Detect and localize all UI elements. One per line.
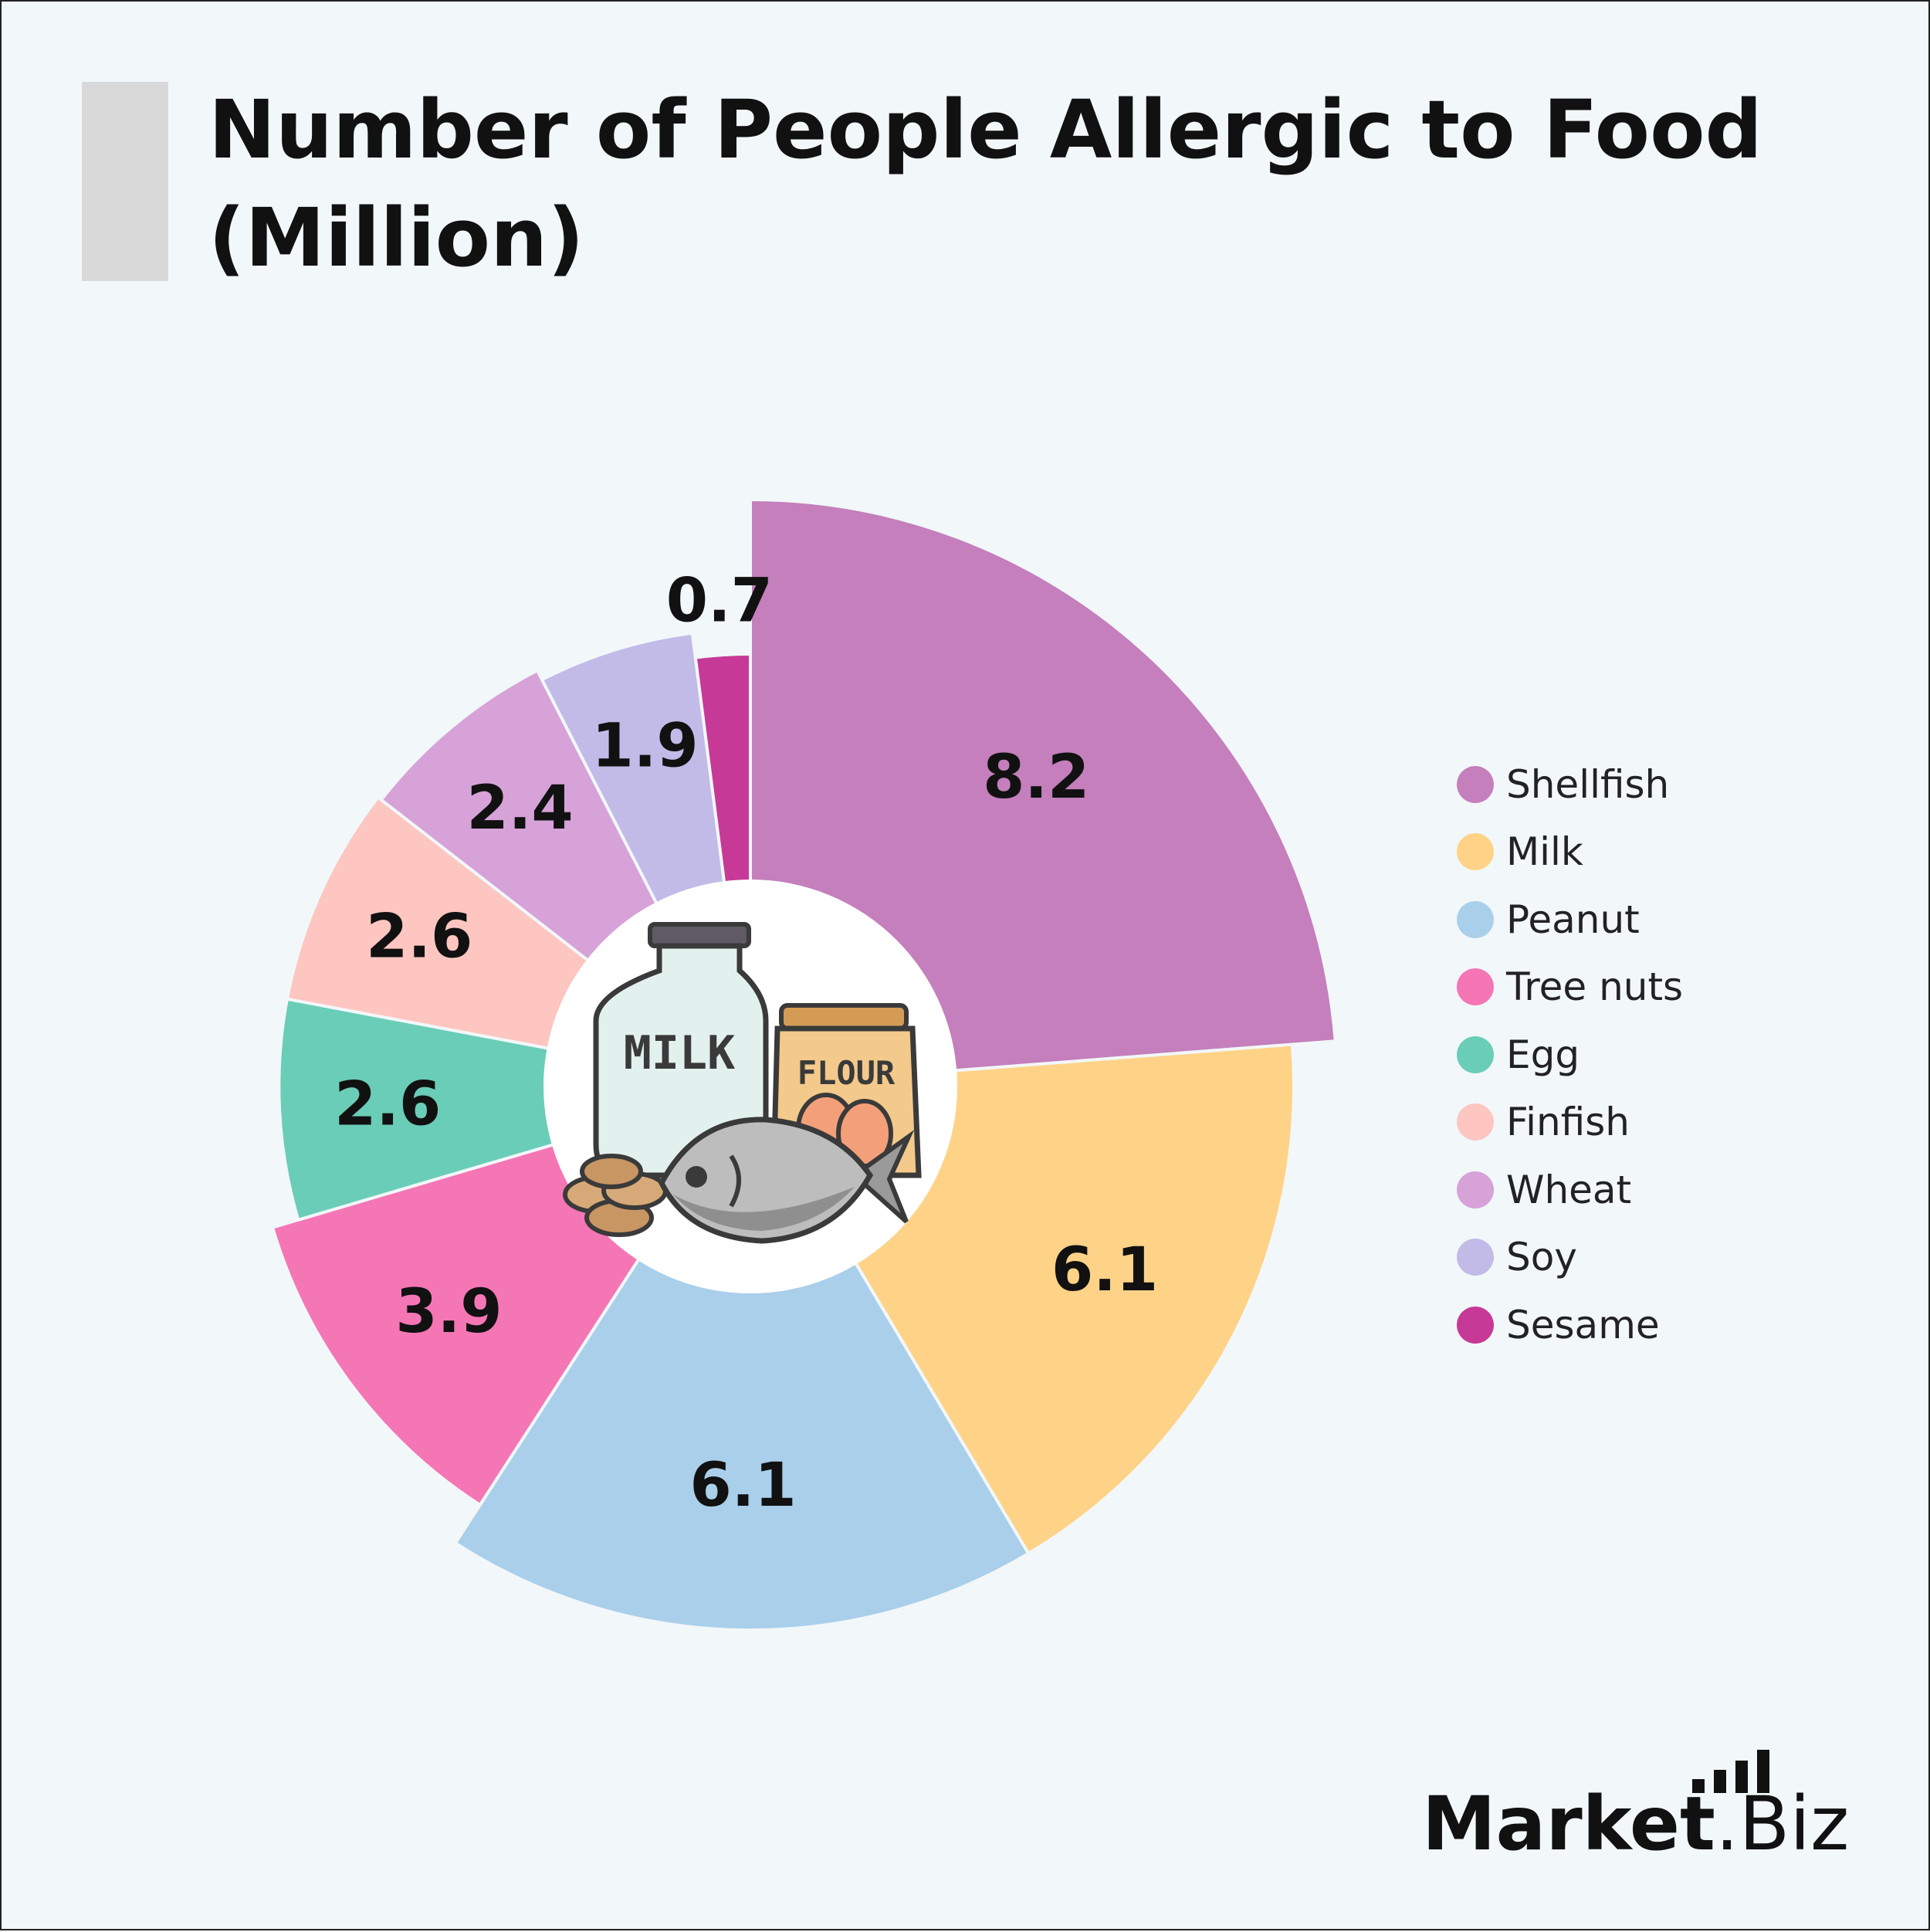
milk-label: MILK xyxy=(624,1026,736,1080)
value-label: 2.4 xyxy=(466,774,573,843)
legend: Shellfish Milk Peanut Tree nuts Egg Finfish Wh… xyxy=(1457,751,1858,1359)
value-label: 1.9 xyxy=(591,712,698,781)
value-label: 2.6 xyxy=(366,903,472,972)
value-label: 0.7 xyxy=(666,566,773,636)
legend-swatch xyxy=(1457,1306,1494,1344)
title-accent-bar xyxy=(82,82,168,281)
value-label: 2.6 xyxy=(334,1070,441,1140)
flour-label: FLOUR xyxy=(797,1054,896,1092)
legend-swatch xyxy=(1457,1239,1494,1276)
logo-bars-icon xyxy=(1692,1747,1785,1793)
legend-item: Soy xyxy=(1457,1224,1858,1292)
legend-label: Finfish xyxy=(1506,1100,1630,1145)
legend-label: Sesame xyxy=(1506,1302,1660,1347)
donut-value-labels: 8.2 6.1 6.1 3.9 2.6 2.6 2.4 1.9 0.7 xyxy=(334,566,1158,1520)
peanuts-icon xyxy=(563,1154,668,1237)
legend-swatch xyxy=(1457,833,1494,871)
logo-suffix: .Biz xyxy=(1715,1781,1850,1867)
value-label: 6.1 xyxy=(689,1451,796,1520)
marketbiz-logo: Market.Biz xyxy=(1422,1747,1885,1878)
legend-item: Egg xyxy=(1457,1021,1858,1089)
logo-name: Market xyxy=(1422,1781,1715,1867)
fish-icon xyxy=(659,1117,915,1244)
food-allergens-icon: MILK FLOUR xyxy=(563,922,922,1244)
legend-label: Peanut xyxy=(1506,897,1640,942)
legend-item: Tree nuts xyxy=(1457,954,1858,1022)
legend-swatch xyxy=(1457,1035,1494,1073)
chart-title: Number of People Allergic to Food (Milli… xyxy=(208,83,1762,285)
legend-item: Sesame xyxy=(1457,1291,1858,1359)
legend-item: Wheat xyxy=(1457,1156,1858,1224)
legend-item: Shellfish xyxy=(1457,751,1858,819)
legend-swatch xyxy=(1457,765,1494,803)
legend-item: Peanut xyxy=(1457,886,1858,954)
value-label: 6.1 xyxy=(1051,1235,1158,1305)
legend-label: Milk xyxy=(1506,829,1583,875)
legend-item: Milk xyxy=(1457,819,1858,886)
legend-label: Soy xyxy=(1506,1235,1577,1280)
legend-swatch xyxy=(1457,1171,1494,1208)
legend-label: Shellfish xyxy=(1506,761,1670,807)
legend-swatch xyxy=(1457,1103,1494,1141)
milk-bottle-icon: MILK xyxy=(593,922,769,1178)
legend-label: Tree nuts xyxy=(1506,964,1684,1010)
value-label: 3.9 xyxy=(395,1277,502,1347)
value-label: 8.2 xyxy=(983,743,1089,812)
legend-label: Egg xyxy=(1506,1032,1580,1077)
legend-label: Wheat xyxy=(1506,1167,1632,1212)
legend-item: Finfish xyxy=(1457,1089,1858,1157)
legend-swatch xyxy=(1457,968,1494,1006)
legend-swatch xyxy=(1457,900,1494,938)
